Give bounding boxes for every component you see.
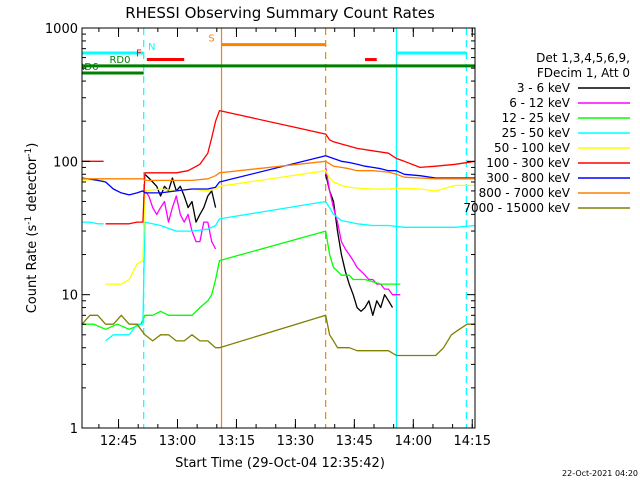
x-tick-label: 13:15 bbox=[218, 434, 255, 449]
flag-bars: N S F RD0 RD6 bbox=[77, 34, 475, 75]
y-axis-label: Count Rate (s-1 detector-1) bbox=[24, 143, 40, 314]
y-tick-label: 1000 bbox=[45, 22, 78, 37]
series-line bbox=[105, 200, 475, 342]
legend-entry-label: 300 - 800 keV bbox=[486, 171, 570, 185]
vertical-markers bbox=[143, 28, 467, 428]
flag-label: F bbox=[136, 49, 142, 60]
series-line bbox=[325, 174, 394, 316]
flag-label: RD0 bbox=[109, 55, 130, 66]
legend-entry-label: 800 - 7000 keV bbox=[479, 186, 571, 200]
legend-entry-label: 3 - 6 keV bbox=[517, 81, 571, 95]
plot-area: N S F RD0 RD6 bbox=[77, 27, 476, 429]
legend-entry-label: 12 - 25 keV bbox=[502, 111, 571, 125]
flag-label: N bbox=[148, 42, 155, 53]
series-line bbox=[82, 314, 475, 357]
x-tick-label: 13:30 bbox=[277, 434, 314, 449]
flag-label: RD6 bbox=[77, 62, 98, 73]
plot-frame bbox=[81, 27, 476, 429]
x-axis-label: Start Time (29-Oct-04 12:35:42) bbox=[175, 456, 385, 471]
series-lines bbox=[82, 109, 475, 357]
x-tick-label: 13:45 bbox=[336, 434, 373, 449]
legend-header-line-2: FDecim 1, Att 0 bbox=[537, 66, 630, 80]
y-tick-label: 100 bbox=[53, 155, 78, 170]
footer-timestamp: 22-Oct-2021 04:20 bbox=[562, 469, 638, 478]
legend-entry-label: 6 - 12 keV bbox=[509, 96, 571, 110]
x-axis-ticks: 12:45 13:00 13:15 13:30 13:45 14:00 14:15 bbox=[98, 28, 491, 449]
flag-label: S bbox=[208, 34, 214, 45]
chart-title: RHESSI Observing Summary Count Rates bbox=[125, 4, 435, 22]
series-line bbox=[105, 170, 475, 285]
y-tick-label: 10 bbox=[61, 289, 78, 304]
series-line bbox=[82, 221, 104, 225]
legend: Det 1,3,4,5,6,9, FDecim 1, Att 0 3 - 6 k… bbox=[463, 51, 630, 215]
legend-entry-label: 7000 - 15000 keV bbox=[463, 201, 570, 215]
series-line bbox=[82, 160, 475, 182]
x-tick-label: 14:15 bbox=[454, 434, 491, 449]
series-line bbox=[325, 167, 401, 296]
series-line bbox=[82, 155, 475, 196]
legend-header-line-1: Det 1,3,4,5,6,9, bbox=[536, 51, 630, 65]
x-tick-label: 13:00 bbox=[159, 434, 196, 449]
series-line bbox=[144, 190, 217, 250]
legend-entry-label: 25 - 50 keV bbox=[502, 126, 571, 140]
legend-entry-label: 50 - 100 keV bbox=[494, 141, 571, 155]
legend-entry-label: 100 - 300 keV bbox=[486, 156, 570, 170]
series-line bbox=[82, 230, 401, 330]
series-line bbox=[105, 109, 475, 225]
y-tick-label: 1 bbox=[70, 422, 78, 437]
y-axis-ticks: 1 10 100 1000 bbox=[45, 22, 475, 437]
x-tick-label: 14:00 bbox=[395, 434, 432, 449]
x-tick-label: 12:45 bbox=[100, 434, 137, 449]
series-line bbox=[144, 173, 217, 223]
